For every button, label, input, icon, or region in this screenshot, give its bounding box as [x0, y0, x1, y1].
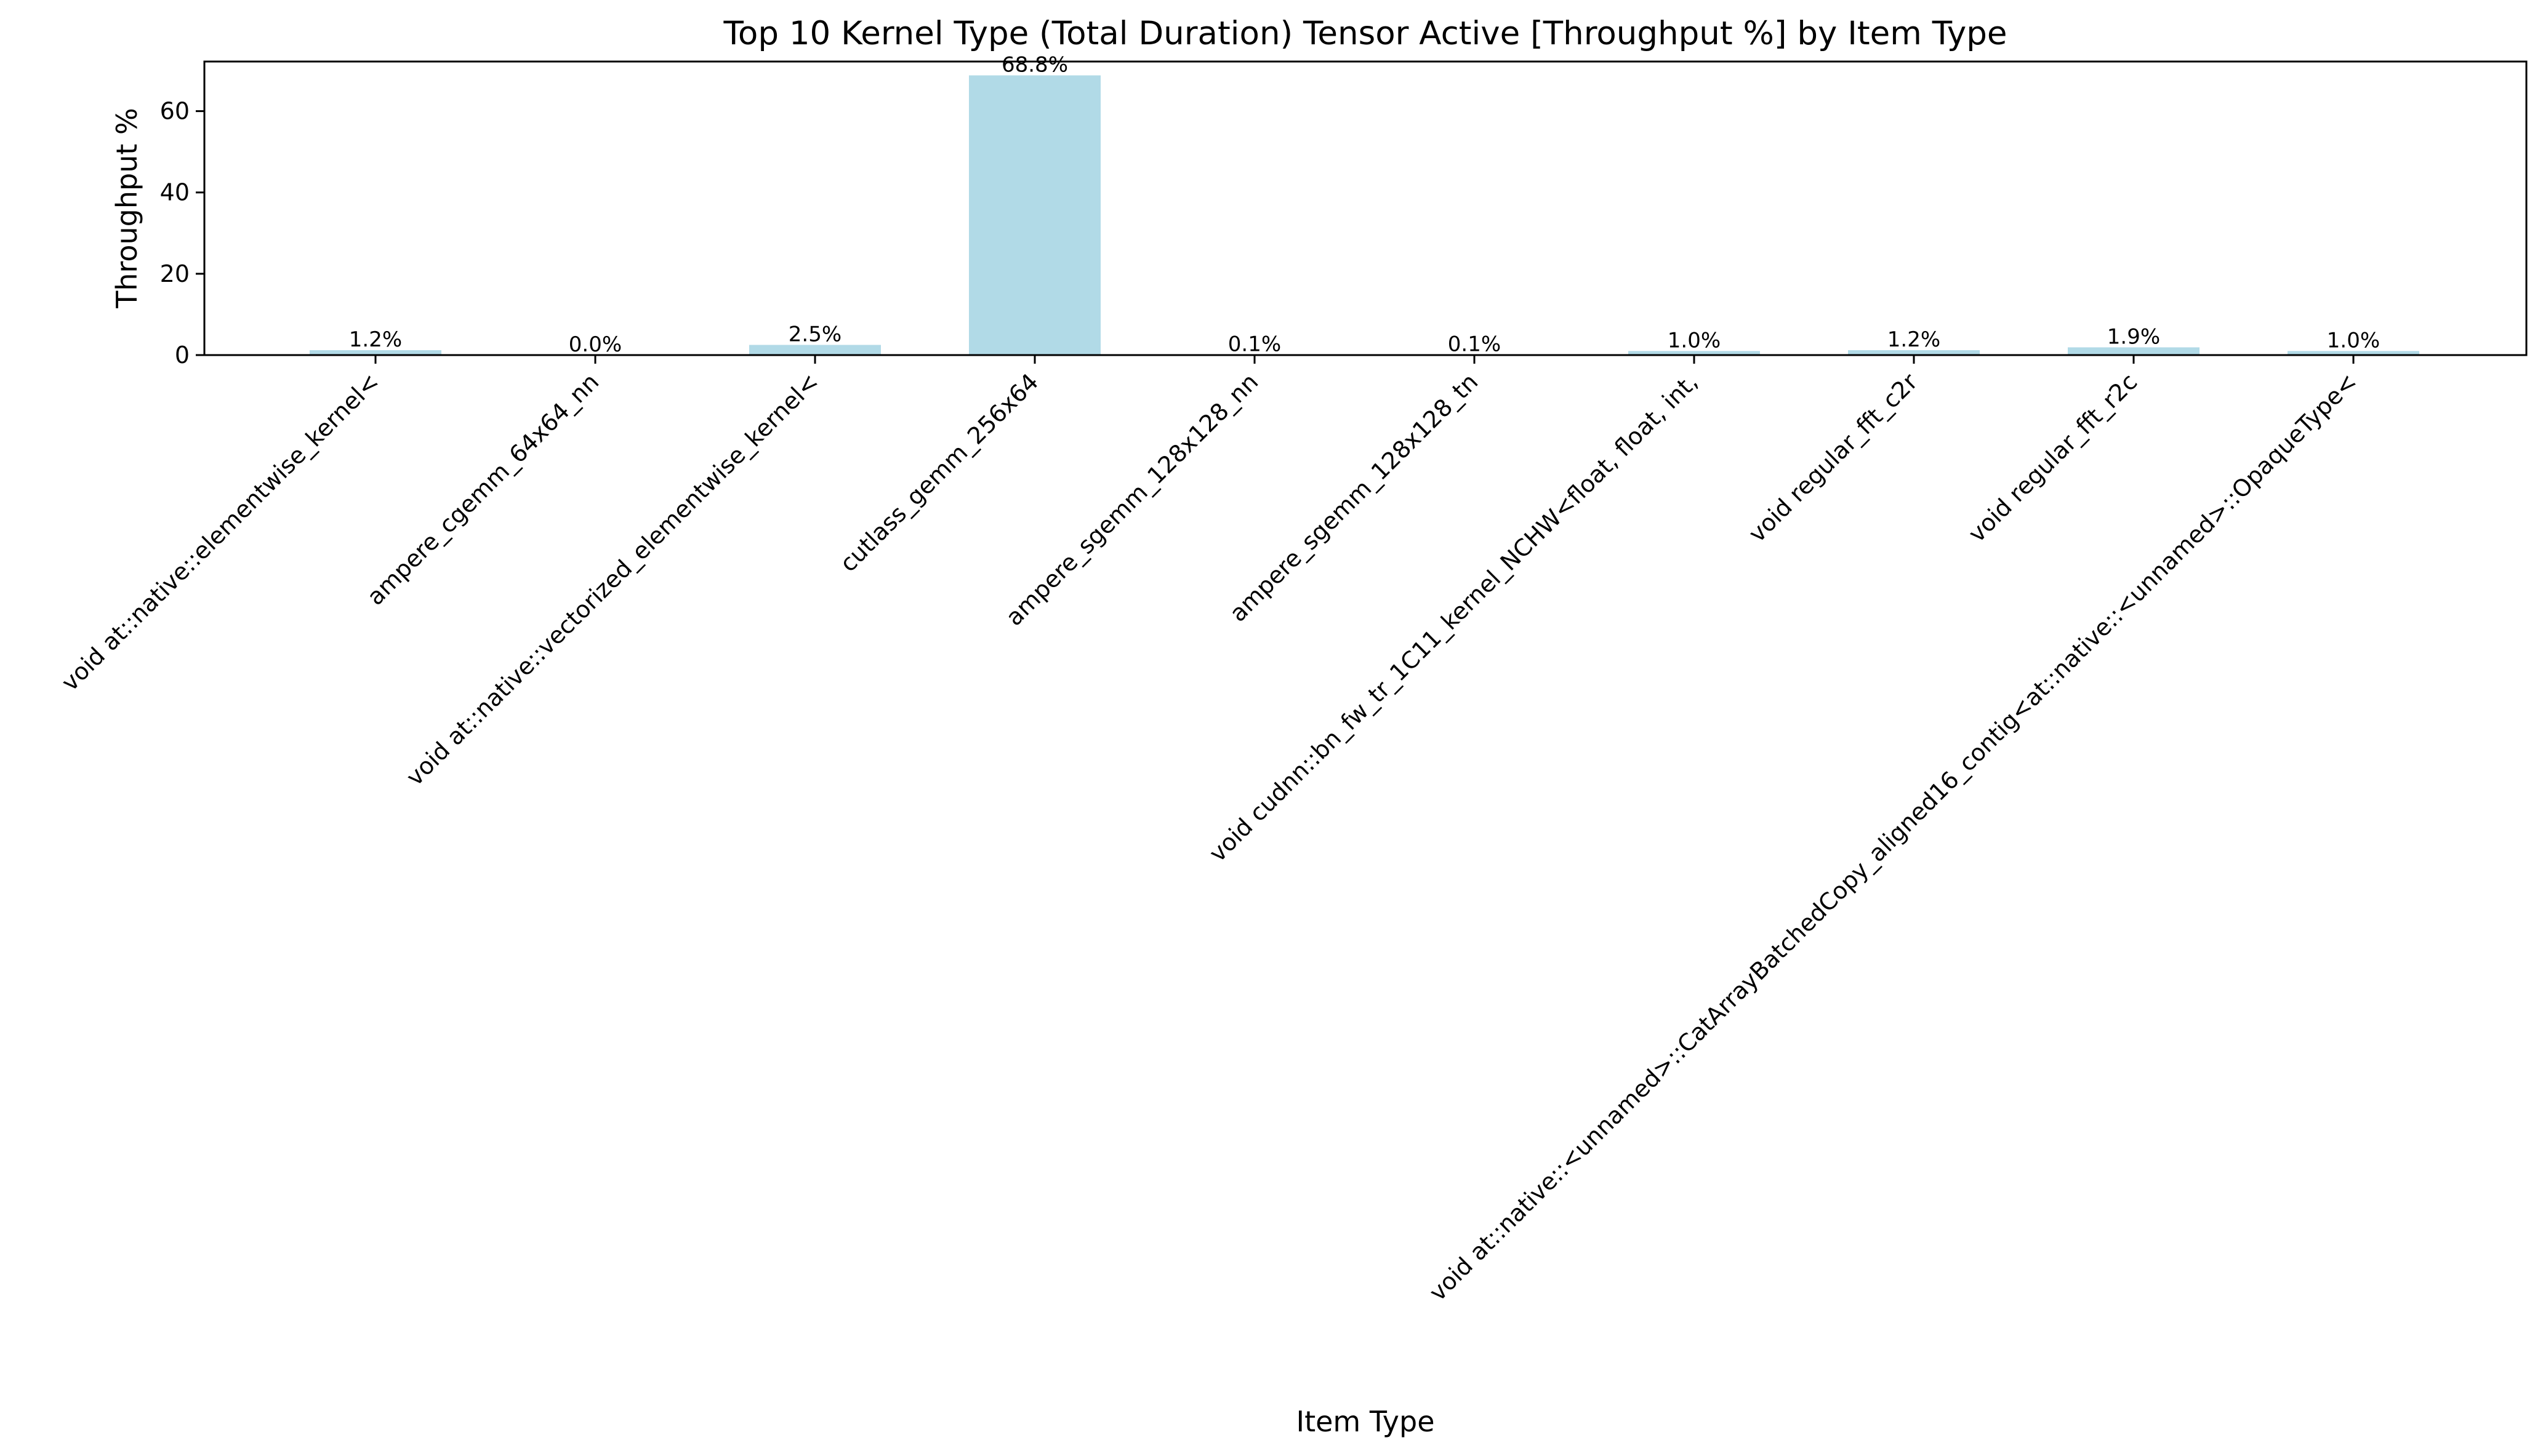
data-label: 0.1% [1448, 332, 1501, 356]
chart-title: Top 10 Kernel Type (Total Duration) Tens… [723, 15, 2007, 52]
x-tick-label: ampere_sgemm_128x128_tn [1224, 368, 1484, 627]
y-tick-label: 20 [160, 260, 190, 287]
bars-layer: 1.2% 0.0% 2.5% 68.8% 0.1% 0.1% 1.0% 1.2% 1.9% 1.0… [310, 52, 2419, 357]
data-label: 1.9% [2107, 324, 2160, 349]
y-tick-label: 40 [160, 179, 190, 206]
data-label: 2.5% [789, 322, 842, 346]
x-tick-label: ampere_sgemm_128x128_nn [1000, 368, 1263, 631]
bar [2068, 347, 2200, 355]
x-tick-label: void at::native::vectorized_elementwise_… [401, 368, 824, 791]
x-tick-label: void regular_fft_r2c [1963, 368, 2142, 547]
data-label: 68.8% [1002, 52, 1068, 77]
x-tick-label: void regular_fft_c2r [1743, 368, 1923, 548]
x-tick-label: cutlass_gemm_256x64 [835, 368, 1044, 577]
bar [749, 345, 881, 355]
y-tick-label: 60 [160, 98, 190, 125]
x-axis-label: Item Type [1296, 1405, 1435, 1438]
data-label: 0.1% [1228, 332, 1281, 356]
bar [1848, 350, 1980, 355]
x-tick-label: ampere_cgemm_64x64_nn [362, 368, 605, 610]
y-tick-label: 0 [175, 342, 190, 369]
bar [969, 75, 1101, 356]
data-label: 1.2% [349, 327, 402, 352]
y-axis-label: Throughput % [110, 108, 143, 309]
data-label: 1.0% [2327, 328, 2380, 353]
x-axis: void at::native::elementwise_kernel<ampe… [56, 355, 2362, 1306]
plot-frame [203, 60, 2528, 356]
bar [1628, 351, 1760, 355]
data-label: 0.0% [569, 332, 622, 357]
bar [2288, 351, 2419, 355]
bar [310, 350, 441, 355]
x-tick-label: void at::native::elementwise_kernel< [56, 368, 384, 696]
data-label: 1.0% [1668, 328, 1721, 353]
data-label: 1.2% [1887, 327, 1940, 352]
y-axis: 0 20 40 60 [160, 98, 204, 369]
x-tick-label: void cudnn::bn_fw_tr_1C11_kernel_NCHW<fl… [1204, 368, 1703, 867]
